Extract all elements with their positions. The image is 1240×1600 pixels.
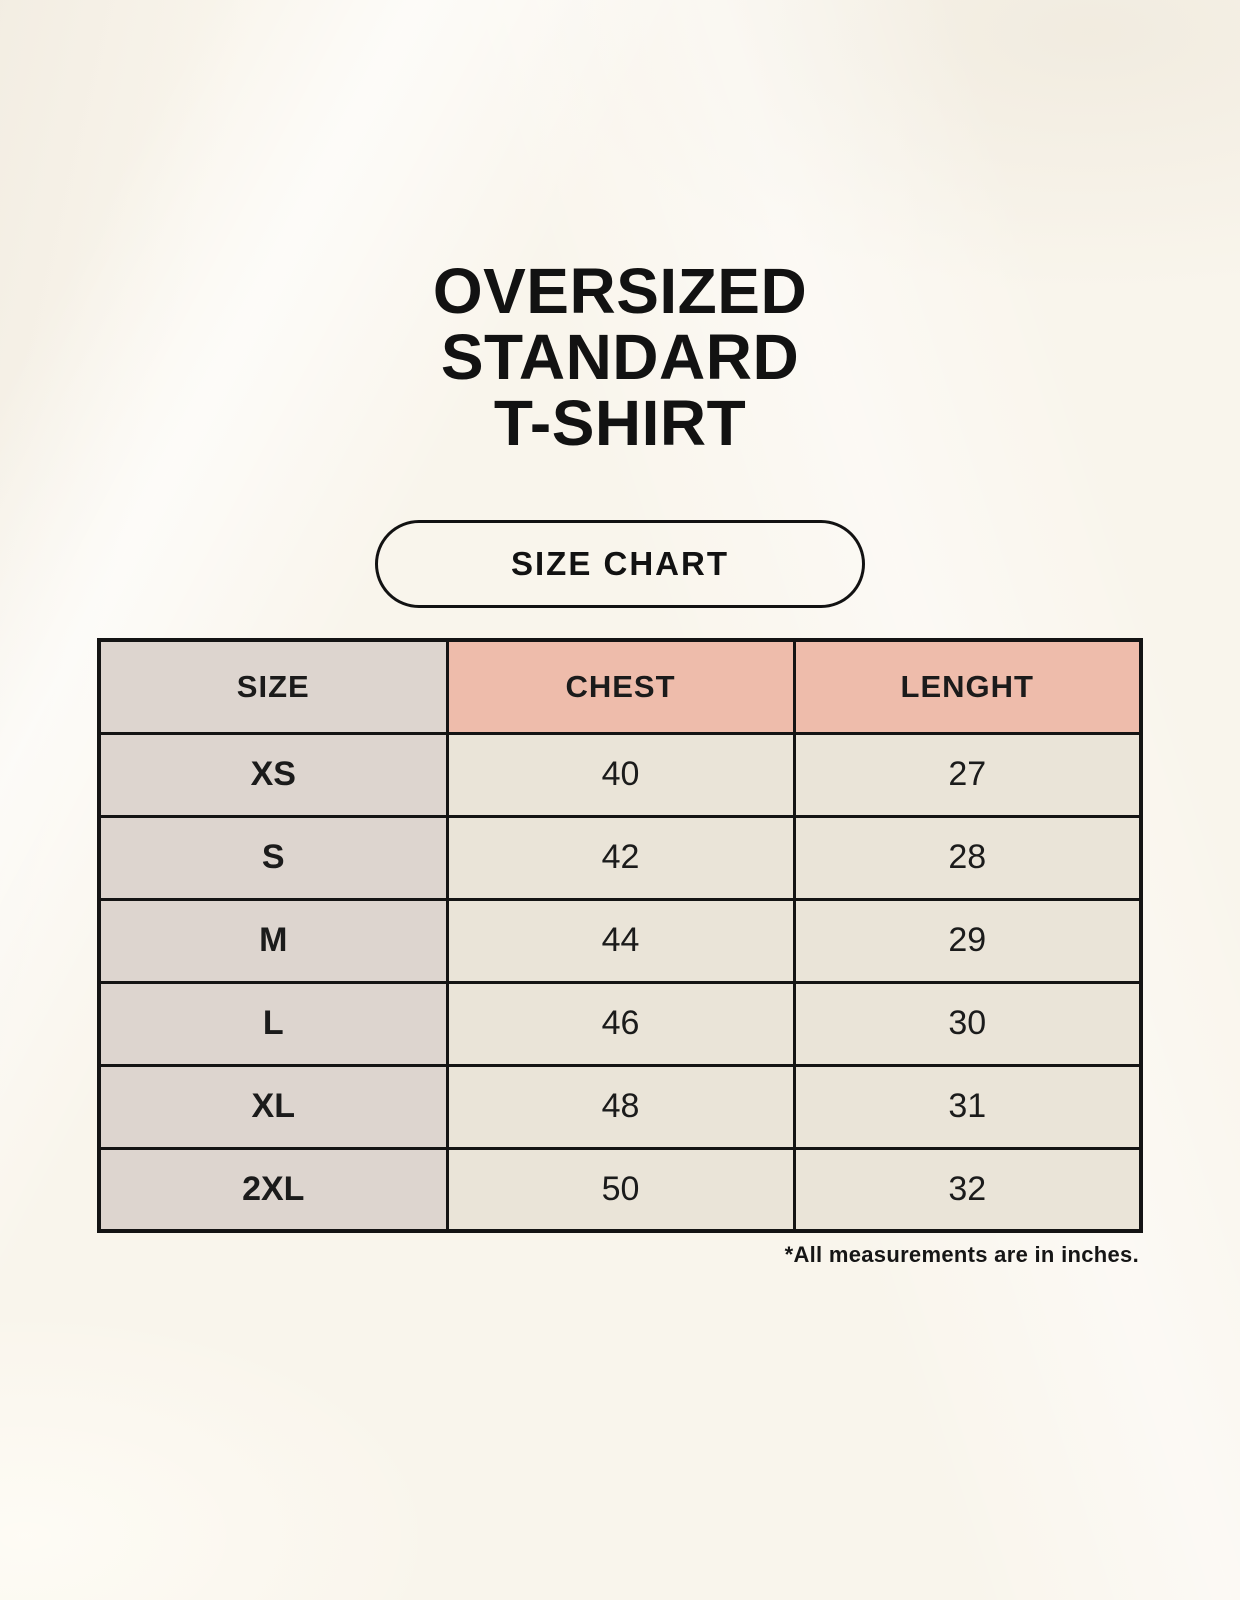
title-line-2: STANDARD [440, 321, 800, 393]
chest-cell: 46 [445, 980, 796, 1067]
length-cell: 29 [792, 897, 1143, 984]
chest-cell: 48 [445, 1063, 796, 1150]
size-chart-badge: SIZE CHART [375, 520, 865, 608]
header-row: SIZE CHEST LENGHT [97, 638, 1143, 735]
title-line-3: T-SHIRT [493, 387, 747, 459]
size-chart-badge-label: SIZE CHART [511, 545, 729, 582]
chest-cell: 42 [445, 814, 796, 901]
size-cell: M [97, 897, 449, 984]
table-row: S 42 28 [97, 814, 1143, 901]
table-row: XL 48 31 [97, 1063, 1143, 1150]
chest-cell: 50 [445, 1146, 796, 1233]
length-cell: 30 [792, 980, 1143, 1067]
chest-cell: 44 [445, 897, 796, 984]
column-header-chest: CHEST [445, 638, 796, 735]
page-title: OVERSIZED STANDARD T-SHIRT [0, 258, 1240, 456]
length-cell: 27 [792, 731, 1143, 818]
size-cell: L [97, 980, 449, 1067]
size-cell: XL [97, 1063, 449, 1150]
length-cell: 28 [792, 814, 1143, 901]
table-row: L 46 30 [97, 980, 1143, 1067]
column-header-length: LENGHT [792, 638, 1143, 735]
size-cell: 2XL [97, 1146, 449, 1233]
title-line-1: OVERSIZED [432, 255, 808, 327]
size-chart-table-container: SIZE CHEST LENGHT XS 40 27 S 42 28 [97, 638, 1143, 1268]
length-cell: 32 [792, 1146, 1143, 1233]
table-row: 2XL 50 32 [97, 1146, 1143, 1233]
length-cell: 31 [792, 1063, 1143, 1150]
column-header-size: SIZE [97, 638, 449, 735]
size-cell: S [97, 814, 449, 901]
measurements-footnote: *All measurements are in inches. [784, 1242, 1139, 1267]
table-row: M 44 29 [97, 897, 1143, 984]
chest-cell: 40 [445, 731, 796, 818]
table-row: XS 40 27 [97, 731, 1143, 818]
size-chart-table: SIZE CHEST LENGHT XS 40 27 S 42 28 [97, 638, 1143, 1233]
size-cell: XS [97, 731, 449, 818]
